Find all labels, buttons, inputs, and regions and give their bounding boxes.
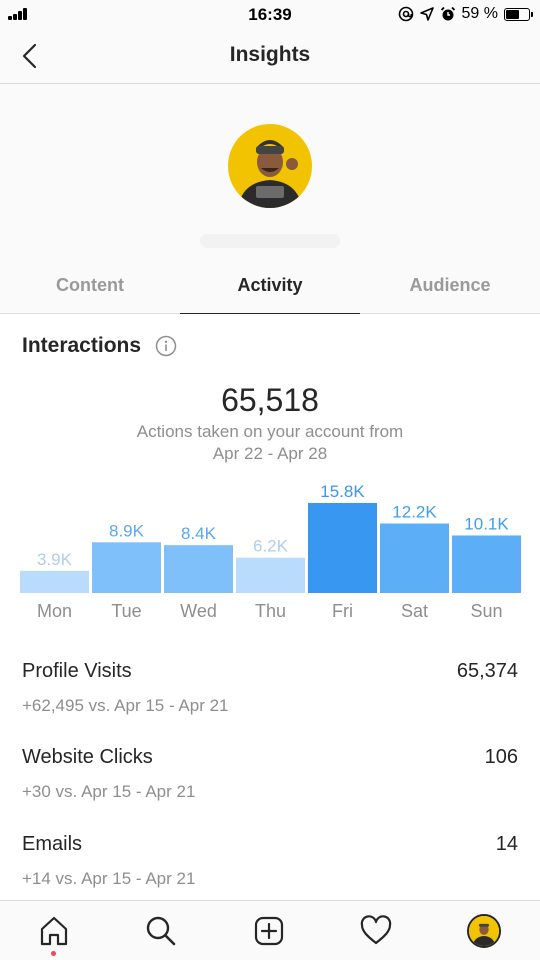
x-tick-label: Sun [470,601,502,621]
nav-activity[interactable] [356,911,396,951]
tab-content[interactable]: Content [56,275,124,295]
profile-avatar-small [467,914,501,948]
metric-label: Profile Visits [22,660,132,682]
home-icon [40,916,68,946]
page-title: Insights [229,43,311,66]
bar-tue[interactable] [92,542,161,593]
metric-delta: +14 vs. Apr 15 - Apr 21 [22,869,196,888]
heart-icon [360,915,392,945]
bar-value-label: 6.2K [253,537,289,556]
chevron-left-icon [22,43,37,69]
bottom-nav [0,900,540,960]
avatar-image [228,124,312,208]
nav-bar: Insights [0,28,540,84]
notification-dot [51,951,56,956]
metric-website-clicks[interactable]: Website Clicks 106 +30 vs. Apr 15 - Apr … [22,746,518,826]
signal-icon [8,8,32,20]
bar-thu[interactable] [236,557,305,593]
username-placeholder [200,234,340,248]
bar-sat[interactable] [380,523,449,593]
status-time: 16:39 [248,5,292,24]
tab-audience[interactable]: Audience [409,275,491,295]
bar-wed[interactable] [164,545,233,593]
profile-section [0,84,540,264]
metric-value: 14 [495,833,518,855]
info-icon[interactable] [155,335,177,357]
nav-home[interactable] [34,911,74,951]
metric-profile-visits[interactable]: Profile Visits 65,374 +62,495 vs. Apr 15… [22,660,518,740]
x-tick-label: Fri [332,601,353,621]
status-bar: 16:39 59 % [0,0,540,28]
x-tick-label: Mon [37,601,72,621]
at-icon [398,6,413,22]
bar-sun[interactable] [452,535,521,593]
insights-tabs: Content Activity Audience [0,264,540,314]
nav-search[interactable] [141,911,181,951]
bar-mon[interactable] [20,570,89,593]
metric-delta: +62,495 vs. Apr 15 - Apr 21 [22,696,229,715]
bar-value-label: 15.8K [320,482,365,501]
total-interactions: 65,518 [221,382,319,418]
x-tick-label: Thu [255,601,286,621]
x-tick-label: Tue [111,601,141,621]
battery-icon [504,7,533,21]
bar-value-label: 12.2K [392,503,437,522]
metric-emails[interactable]: Emails 14 +14 vs. Apr 15 - Apr 21 [22,833,518,913]
bar-value-label: 3.9K [37,550,73,569]
section-title: Interactions [22,334,142,357]
bar-value-label: 8.9K [109,521,145,540]
metric-label: Website Clicks [22,746,153,768]
location-icon [419,7,434,21]
search-icon [146,916,176,946]
date-range: Apr 22 - Apr 28 [212,444,328,463]
nav-add-post[interactable] [249,911,289,951]
bar-fri[interactable] [308,503,377,593]
nav-profile[interactable] [464,911,504,951]
interactions-header: Interactions [22,334,177,358]
total-caption: Actions taken on your account from [136,422,404,441]
bar-value-label: 10.1K [464,514,509,533]
profile-avatar[interactable] [228,124,312,208]
add-post-icon [254,916,284,946]
metric-value: 106 [484,746,518,768]
x-tick-label: Sat [401,601,428,621]
battery-percent: 59 % [461,5,498,22]
tab-activity[interactable]: Activity [180,264,360,314]
x-tick-label: Wed [180,601,217,621]
metric-label: Emails [22,833,83,855]
metric-delta: +30 vs. Apr 15 - Apr 21 [22,782,196,801]
interactions-bar-chart: 3.9K Mon 8.9K Tue 8.4K Wed 6.2K Thu 15.8K Fri 12.2… [20,482,521,621]
back-button[interactable] [14,40,46,72]
metric-value: 65,374 [456,660,518,682]
alarm-icon [440,6,455,21]
bar-value-label: 8.4K [181,524,217,543]
